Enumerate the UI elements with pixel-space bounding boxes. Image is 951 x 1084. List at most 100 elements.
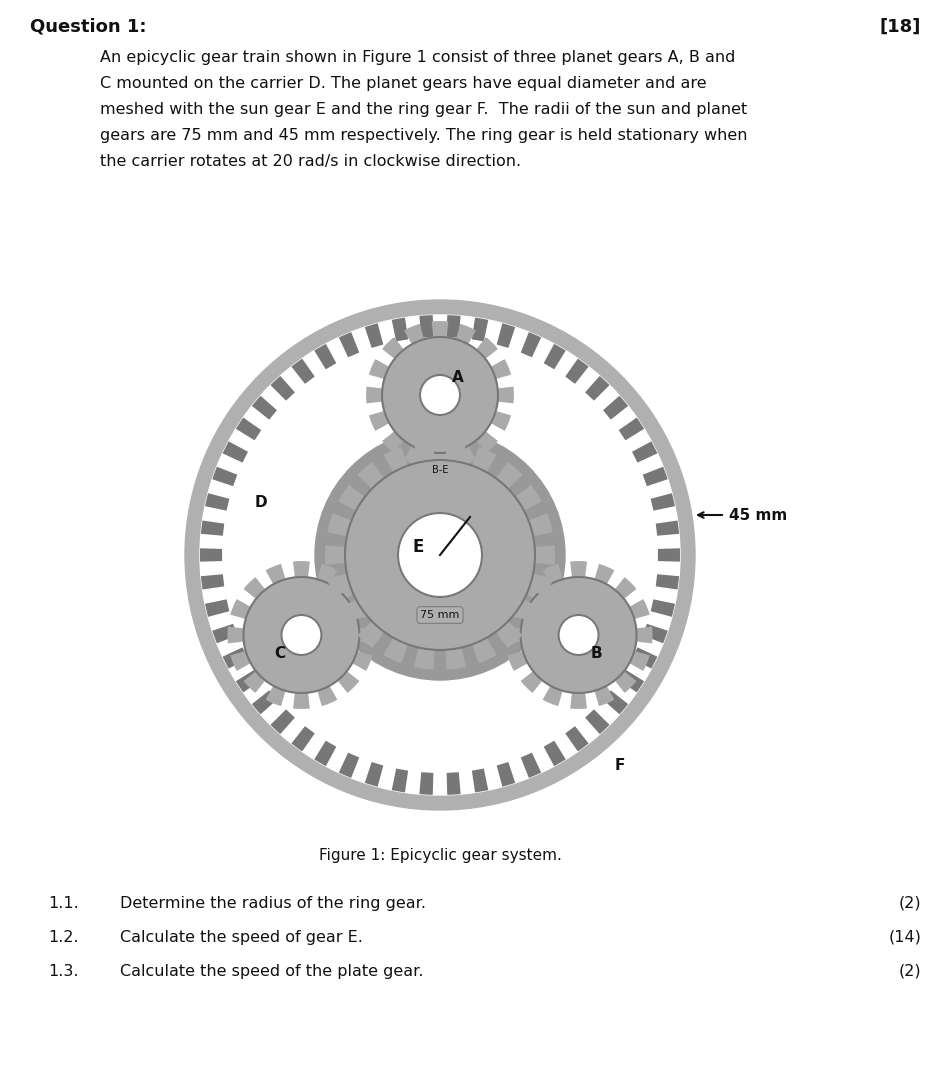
Polygon shape: [585, 709, 610, 734]
Polygon shape: [543, 686, 563, 706]
Polygon shape: [265, 564, 285, 584]
Polygon shape: [594, 686, 614, 706]
Polygon shape: [495, 621, 522, 648]
Polygon shape: [472, 318, 488, 341]
Polygon shape: [392, 318, 408, 341]
Text: 1.2.: 1.2.: [48, 930, 79, 945]
Polygon shape: [252, 691, 277, 714]
Text: gears are 75 mm and 45 mm respectively. The ring gear is held stationary when: gears are 75 mm and 45 mm respectively. …: [100, 128, 747, 143]
Polygon shape: [630, 651, 650, 671]
Polygon shape: [603, 691, 628, 714]
Polygon shape: [358, 462, 384, 489]
Polygon shape: [472, 637, 496, 663]
Circle shape: [524, 580, 633, 691]
Text: E: E: [413, 538, 424, 556]
Polygon shape: [656, 575, 679, 590]
Polygon shape: [200, 549, 223, 562]
Polygon shape: [414, 440, 435, 463]
Text: [18]: [18]: [880, 18, 921, 36]
Polygon shape: [327, 514, 352, 537]
Polygon shape: [491, 411, 511, 431]
Polygon shape: [632, 647, 657, 669]
Polygon shape: [619, 670, 644, 693]
Polygon shape: [318, 686, 338, 706]
Polygon shape: [338, 577, 359, 599]
Polygon shape: [571, 562, 587, 578]
Polygon shape: [520, 671, 542, 693]
Polygon shape: [366, 387, 382, 403]
Polygon shape: [614, 577, 636, 599]
Polygon shape: [497, 387, 514, 403]
Polygon shape: [223, 441, 248, 463]
Circle shape: [382, 337, 498, 453]
Circle shape: [185, 300, 695, 810]
Polygon shape: [432, 321, 449, 337]
Polygon shape: [496, 762, 515, 787]
Polygon shape: [404, 446, 424, 466]
Polygon shape: [650, 493, 675, 511]
Polygon shape: [358, 621, 384, 648]
Polygon shape: [543, 564, 563, 584]
Polygon shape: [223, 647, 248, 669]
Polygon shape: [544, 344, 566, 370]
Polygon shape: [656, 520, 679, 535]
Polygon shape: [445, 647, 466, 670]
Polygon shape: [252, 396, 277, 420]
Polygon shape: [636, 627, 652, 644]
Text: C mounted on the carrier D. The planet gears have equal diameter and are: C mounted on the carrier D. The planet g…: [100, 76, 707, 91]
Polygon shape: [521, 332, 541, 358]
Polygon shape: [205, 493, 229, 511]
Polygon shape: [515, 599, 542, 625]
Polygon shape: [201, 520, 224, 535]
Polygon shape: [594, 564, 614, 584]
Polygon shape: [382, 431, 404, 453]
Circle shape: [281, 615, 321, 655]
Text: 75 mm: 75 mm: [420, 610, 459, 620]
Polygon shape: [291, 359, 315, 384]
Polygon shape: [447, 772, 460, 795]
Polygon shape: [293, 693, 310, 709]
Polygon shape: [496, 323, 515, 348]
Polygon shape: [414, 647, 435, 670]
Polygon shape: [236, 417, 262, 440]
Polygon shape: [236, 670, 262, 693]
Polygon shape: [369, 411, 389, 431]
Polygon shape: [495, 462, 522, 489]
Polygon shape: [230, 651, 251, 671]
Polygon shape: [365, 323, 383, 348]
Text: B: B: [591, 645, 602, 660]
Polygon shape: [201, 575, 224, 590]
Text: 1.1.: 1.1.: [48, 896, 79, 911]
Text: C: C: [274, 645, 285, 660]
Polygon shape: [419, 315, 434, 338]
Polygon shape: [339, 599, 365, 625]
Text: Figure 1: Epicyclic gear system.: Figure 1: Epicyclic gear system.: [319, 848, 561, 863]
Polygon shape: [472, 447, 496, 473]
Polygon shape: [339, 332, 359, 358]
Text: A: A: [452, 370, 464, 385]
Text: (2): (2): [899, 896, 921, 911]
Polygon shape: [352, 599, 373, 619]
Polygon shape: [383, 637, 408, 663]
Polygon shape: [382, 337, 404, 359]
Text: An epicyclic gear train shown in Figure 1 consist of three planet gears A, B and: An epicyclic gear train shown in Figure …: [100, 50, 735, 65]
Polygon shape: [291, 726, 315, 751]
Circle shape: [385, 340, 495, 450]
Polygon shape: [529, 514, 553, 537]
Polygon shape: [632, 441, 657, 463]
Polygon shape: [227, 627, 243, 644]
Polygon shape: [314, 344, 337, 370]
Polygon shape: [325, 545, 345, 565]
Circle shape: [398, 513, 482, 597]
Polygon shape: [614, 671, 636, 693]
Polygon shape: [270, 709, 295, 734]
Polygon shape: [392, 769, 408, 792]
Polygon shape: [327, 573, 352, 596]
Circle shape: [246, 580, 357, 691]
Text: B-E: B-E: [432, 465, 448, 475]
Polygon shape: [529, 573, 553, 596]
Polygon shape: [383, 447, 408, 473]
Circle shape: [315, 430, 565, 680]
Text: (2): (2): [899, 964, 921, 979]
Polygon shape: [230, 599, 251, 619]
